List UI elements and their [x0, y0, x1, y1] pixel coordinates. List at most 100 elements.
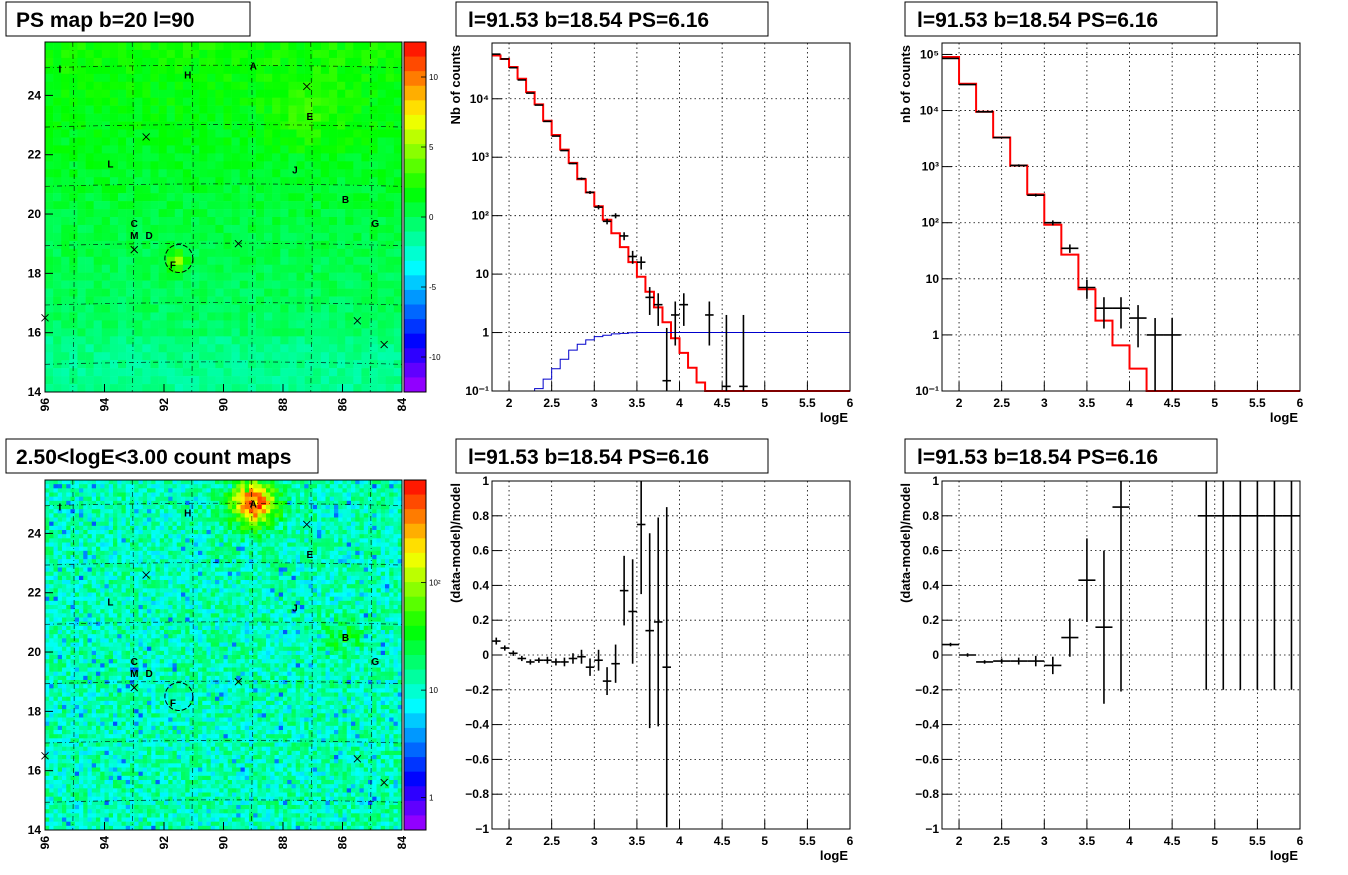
heatmap-cell: [77, 73, 86, 83]
heatmap-cell: [62, 575, 67, 581]
heatmap-cell: [361, 145, 370, 154]
heatmap-cell: [77, 137, 86, 146]
heatmap-cell: [317, 534, 322, 539]
heatmap-cell: [334, 538, 339, 543]
heatmap-cell: [150, 153, 159, 162]
heatmap-cell: [57, 488, 63, 493]
heatmap-cell: [232, 563, 237, 568]
heatmap-cell: [93, 248, 103, 258]
heatmap-cell: [338, 505, 343, 510]
heatmap-cell: [130, 575, 135, 581]
heatmap-cell: [215, 256, 224, 266]
heatmap-cell: [215, 209, 224, 218]
heatmap-cell: [45, 137, 54, 146]
count-map-heatmap: [45, 480, 403, 831]
heatmap-cell: [134, 145, 143, 154]
heatmap-cell: [272, 264, 281, 273]
heatmap-cell: [45, 49, 54, 59]
heatmap-cell: [151, 613, 156, 618]
heatmap-cell: [109, 320, 119, 329]
heatmap-cell: [274, 588, 280, 593]
heatmap-cell: [264, 272, 273, 281]
heatmap-cell: [100, 505, 105, 510]
heatmap-cell: [342, 480, 348, 485]
heatmap-cell: [312, 344, 322, 353]
heatmap-cell: [125, 559, 131, 564]
heatmap-cell: [372, 596, 377, 602]
heatmap-cell: [134, 513, 139, 518]
heatmap-cell: [147, 517, 152, 522]
heatmap-cell: [69, 153, 78, 162]
heatmap-cell: [142, 492, 148, 497]
heatmap-cell: [270, 575, 275, 581]
heatmap-cell: [353, 224, 362, 234]
heatmap-cell: [83, 580, 88, 585]
heatmap-cell: [353, 352, 362, 361]
heatmap-cell: [57, 625, 63, 631]
heatmap-cell: [320, 81, 330, 91]
heatmap-cell: [62, 513, 67, 518]
heatmap-cell: [172, 563, 178, 568]
heatmap-cell: [206, 500, 212, 506]
heatmap-cell: [291, 496, 297, 502]
heatmap-cell: [231, 328, 241, 337]
heatmap-cell: [69, 272, 78, 281]
heatmap-cell: [231, 89, 241, 98]
heatmap-cell: [376, 484, 382, 489]
heatmap-cell: [231, 217, 241, 226]
heatmap-cell: [91, 596, 97, 602]
heatmap-cell: [280, 65, 289, 75]
heatmap-cell: [66, 580, 71, 585]
heatmap-cell: [45, 555, 50, 560]
heatmap-cell: [223, 264, 232, 273]
heatmap-cell: [117, 521, 122, 527]
heatmap-cell: [397, 555, 403, 560]
heatmap-cell: [288, 97, 297, 106]
heatmap-cell: [100, 600, 105, 606]
heatmap-cell: [174, 113, 184, 122]
heatmap-cell: [257, 542, 263, 547]
heatmap-cell: [274, 563, 280, 568]
heatmap-cell: [191, 201, 200, 210]
heatmap-cell: [164, 509, 169, 514]
heatmap-cell: [49, 625, 54, 631]
heatmap-cell: [300, 609, 305, 614]
heatmap-cell: [191, 81, 200, 91]
heatmap-cell: [134, 264, 143, 273]
heatmap-cell: [300, 500, 305, 506]
heatmap-cell: [155, 492, 161, 497]
heatmap-cell: [91, 600, 97, 606]
heatmap-cell: [191, 256, 200, 266]
heatmap-cell: [320, 280, 330, 289]
heatmap-cell: [134, 153, 143, 162]
heatmap-cell: [121, 563, 127, 568]
heatmap-cell: [291, 488, 297, 493]
heatmap-cell: [317, 500, 322, 506]
heatmap-cell: [337, 169, 346, 178]
heatmap-cell: [328, 344, 338, 353]
heatmap-cell: [264, 328, 273, 337]
heatmap-cell: [321, 555, 326, 560]
heatmap-cell: [320, 296, 330, 305]
heatmap-cell: [93, 384, 103, 393]
heatmap-cell: [266, 571, 271, 577]
heatmap-cell: [104, 496, 110, 502]
heatmap-cell: [117, 538, 122, 543]
heatmap-cell: [223, 513, 229, 518]
heatmap-cell: [389, 513, 394, 518]
heatmap-cell: [223, 509, 229, 514]
heatmap-cell: [130, 550, 135, 556]
heatmap-cell: [70, 525, 76, 531]
heatmap-cell: [150, 65, 159, 75]
heatmap-cell: [397, 521, 403, 527]
heatmap-cell: [45, 625, 50, 631]
heatmap-cell: [312, 609, 318, 614]
heatmap-cell: [288, 81, 297, 91]
heatmap-cell: [134, 320, 143, 329]
heatmap-cell: [166, 57, 176, 67]
heatmap-cell: [328, 145, 338, 154]
heatmap-cell: [351, 517, 356, 522]
heatmap-cell: [369, 137, 378, 146]
heatmap-cell: [304, 232, 314, 242]
heatmap-cell: [85, 280, 94, 289]
